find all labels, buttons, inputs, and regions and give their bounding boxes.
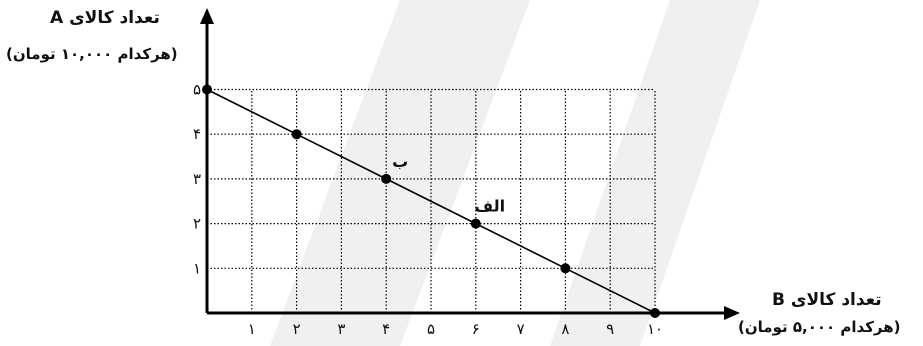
point-label: ب bbox=[392, 152, 408, 171]
y-tick-label: ۳ bbox=[193, 170, 201, 188]
y-tick-label: ۴ bbox=[193, 125, 201, 143]
data-point bbox=[560, 263, 571, 274]
x-axis-title: تعداد کالای B bbox=[772, 290, 882, 310]
y-axis-subtitle: (هرکدام ۱۰,۰۰۰ تومان) bbox=[6, 45, 178, 63]
y-tick-label: ۵ bbox=[193, 81, 201, 99]
series-layer bbox=[202, 84, 660, 318]
x-tick-label: ۵ bbox=[427, 320, 435, 338]
data-point bbox=[650, 308, 660, 318]
data-point bbox=[381, 173, 392, 184]
y-axis-title: تعداد کالای A bbox=[50, 8, 160, 28]
x-tick-label: ۳ bbox=[337, 320, 345, 338]
x-tick-label: ۱۰ bbox=[647, 320, 663, 338]
data-point bbox=[291, 129, 302, 140]
axes bbox=[200, 8, 740, 320]
x-tick-label: ۶ bbox=[472, 320, 480, 338]
y-axis-arrow bbox=[200, 8, 214, 24]
grid bbox=[207, 88, 656, 313]
y-tick-label: ۱ bbox=[193, 259, 201, 277]
annotations: ب الف bbox=[392, 152, 505, 216]
point-label: الف bbox=[475, 197, 506, 216]
x-axis-subtitle: (هرکدام ۵,۰۰۰ تومان) bbox=[738, 318, 901, 336]
data-point bbox=[470, 218, 481, 229]
watermark-shape-left bbox=[270, 0, 530, 346]
budget-line bbox=[206, 88, 656, 314]
x-axis-arrow bbox=[724, 306, 740, 320]
data-point bbox=[202, 84, 212, 95]
x-tick-label: ۹ bbox=[606, 320, 614, 338]
tick-labels: ۱ ۲ ۳ ۴ ۵ ۶ ۷ ۸ ۹ ۱۰ ۱ ۲ ۳ ۴ ۵ bbox=[193, 81, 663, 339]
x-tick-label: ۷ bbox=[517, 320, 525, 338]
x-tick-label: ۴ bbox=[382, 320, 390, 338]
y-tick-label: ۲ bbox=[193, 215, 201, 233]
x-tick-label: ۸ bbox=[561, 320, 569, 338]
x-tick-label: ۲ bbox=[293, 320, 301, 338]
x-tick-label: ۱ bbox=[248, 320, 256, 338]
